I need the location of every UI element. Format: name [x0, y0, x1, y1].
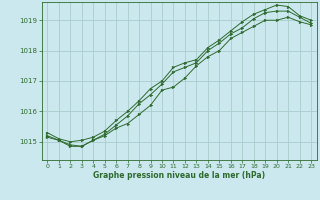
X-axis label: Graphe pression niveau de la mer (hPa): Graphe pression niveau de la mer (hPa): [93, 171, 265, 180]
